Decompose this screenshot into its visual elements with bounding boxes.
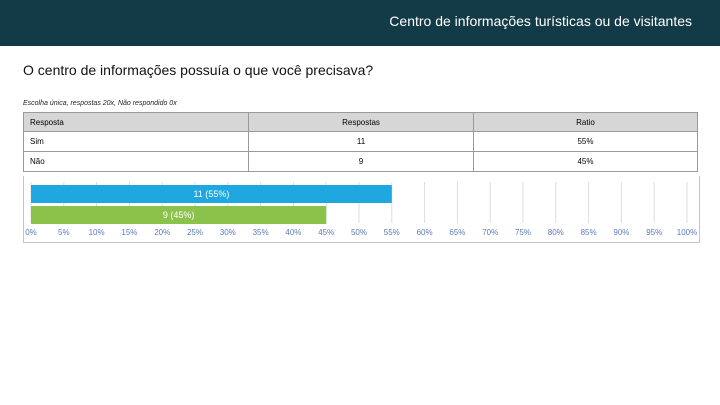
x-tick-label: 5% [58, 228, 70, 237]
column-header-ratio: Ratio [473, 112, 698, 132]
bar-chart-svg: 0% 5% 10% 15% 20% 25% 30% 35% 40% 45% 50% 55% 60% 65%… [25, 182, 697, 237]
bar-label: 11 (55%) [193, 189, 229, 199]
answer-count: 9 [248, 151, 474, 172]
table-row: Não 9 45% [23, 151, 698, 172]
x-tick-label: 95% [646, 228, 662, 237]
x-tick-label: 50% [351, 228, 367, 237]
x-tick-label: 65% [449, 228, 465, 237]
bar [31, 206, 327, 224]
x-tick-label: 30% [220, 228, 236, 237]
bar-chart: 0% 5% 10% 15% 20% 25% 30% 35% 40% 45% 50% 55% 60% 65%… [23, 176, 700, 243]
x-tick-label: 80% [548, 228, 564, 237]
results-table: Resposta Respostas Ratio Sim 11 55% Não … [23, 112, 698, 172]
answer-count: 11 [248, 131, 474, 152]
x-tick-label: 20% [154, 228, 170, 237]
x-tick-label: 100% [677, 228, 697, 237]
table-row: Sim 11 55% [23, 131, 698, 152]
answer-label: Não [23, 151, 249, 172]
x-tick-label: 40% [285, 228, 301, 237]
x-tick-label: 45% [318, 228, 334, 237]
table-header-row: Resposta Respostas Ratio [23, 112, 698, 132]
column-header-respostas: Respostas [248, 112, 474, 132]
x-tick-label: 60% [417, 228, 433, 237]
x-tick-label: 70% [482, 228, 498, 237]
x-tick-label: 15% [121, 228, 137, 237]
question-info: Escolha única, respostas 20x, Não respon… [23, 100, 177, 107]
x-tick-label: 35% [253, 228, 269, 237]
bar [31, 185, 392, 203]
answer-label: Sim [23, 131, 249, 152]
x-tick-label: 10% [89, 228, 105, 237]
bar-label: 9 (45%) [163, 210, 195, 220]
x-tick-label: 25% [187, 228, 203, 237]
x-tick-label: 90% [613, 228, 629, 237]
header-bar: Centro de informações turísticas ou de v… [0, 0, 720, 46]
x-tick-label: 0% [25, 228, 37, 237]
page-title: Centro de informações turísticas ou de v… [389, 13, 692, 29]
x-tick-label: 85% [581, 228, 597, 237]
x-tick-label: 75% [515, 228, 531, 237]
answer-ratio: 55% [473, 131, 698, 152]
column-header-resposta: Resposta [23, 112, 249, 132]
question-title: O centro de informações possuía o que vo… [23, 62, 374, 78]
x-tick-label: 55% [384, 228, 400, 237]
answer-ratio: 45% [473, 151, 698, 172]
